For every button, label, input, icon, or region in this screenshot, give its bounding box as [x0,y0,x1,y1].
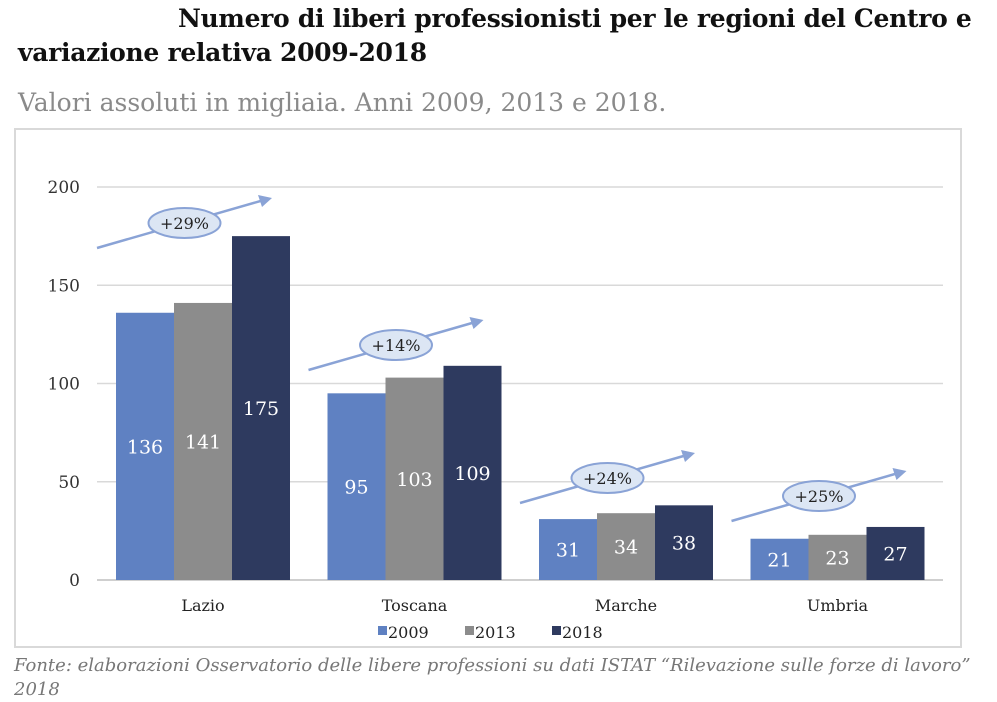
legend-swatch-2018 [552,626,561,635]
bar-2009 [327,393,386,580]
data-label: 109 [454,463,490,485]
bar-2009 [750,538,809,580]
data-label: 21 [767,549,791,571]
trend-arrow-head [258,195,272,207]
trend-arrow-head [469,317,484,329]
chart-frame [14,128,962,648]
chart-title: Numero di liberi professionisti per le r… [18,4,972,67]
data-label: 27 [883,543,907,565]
chart-subtitle: Valori assoluti in migliaia. Anni 2009, … [18,88,667,117]
data-label: 34 [614,537,638,559]
data-label: 103 [396,469,432,491]
trend-arrow-head [681,450,695,462]
x-tick-label: Lazio [181,596,224,615]
data-label: 38 [672,533,696,555]
variation-bubble [570,462,645,494]
data-label: 141 [185,431,221,453]
variation-label: +24% [583,469,632,488]
y-tick-label: 50 [58,473,80,493]
data-label: 23 [825,547,849,569]
x-tick-label: Umbria [807,596,869,615]
bar-2013 [597,513,655,580]
legend-swatch-2009 [378,626,387,635]
variation-label: +25% [795,487,844,506]
x-tick-label: Toscana [382,596,448,615]
bar-2018 [866,526,925,580]
variation-bubble [782,480,856,512]
data-label: 136 [127,436,163,458]
bar-2018 [232,236,290,580]
bar-2018 [443,365,502,580]
bar-2018 [655,505,713,580]
data-label: 31 [556,540,580,562]
y-tick-label: 100 [48,375,80,395]
data-label: 95 [344,477,368,499]
variation-label: +14% [372,336,421,355]
variation-label: +29% [160,214,209,233]
bar-2009 [539,519,597,580]
bar-2013 [808,534,867,580]
legend-label: 2018 [562,623,603,642]
legend-label: 2013 [475,623,516,642]
legend-label: 2009 [388,623,429,642]
y-tick-label: 200 [48,178,80,198]
trend-arrow-head [892,468,907,480]
y-tick-label: 0 [69,571,80,591]
bar-2013 [385,377,444,580]
variation-bubble [359,329,433,361]
x-tick-label: Marche [595,596,657,615]
bar-2009 [116,312,174,580]
legend-swatch-2013 [465,626,474,635]
y-tick-label: 150 [48,276,80,296]
variation-bubble [147,207,222,239]
data-label: 175 [243,398,279,420]
bar-2013 [174,302,232,580]
